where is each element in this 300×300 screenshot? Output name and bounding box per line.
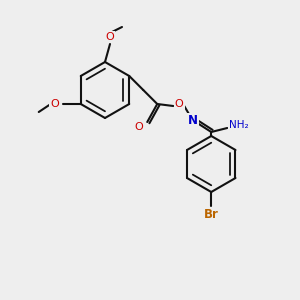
Text: O: O — [50, 99, 59, 109]
Text: O: O — [175, 99, 184, 109]
Text: O: O — [135, 122, 144, 132]
Text: N: N — [188, 115, 198, 128]
Text: O: O — [106, 32, 114, 42]
Text: NH₂: NH₂ — [230, 120, 249, 130]
Text: Br: Br — [204, 208, 219, 221]
